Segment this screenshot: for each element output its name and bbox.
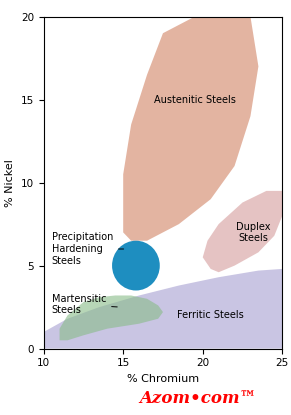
Polygon shape (44, 269, 282, 349)
Text: Duplex
Steels: Duplex Steels (236, 222, 271, 243)
Text: Azom•com™: Azom•com™ (139, 390, 256, 407)
Polygon shape (203, 191, 282, 272)
Polygon shape (123, 17, 258, 241)
X-axis label: % Chromium: % Chromium (127, 374, 199, 384)
Circle shape (112, 241, 160, 290)
Text: Ferritic Steels: Ferritic Steels (177, 310, 244, 320)
Polygon shape (60, 295, 163, 340)
Y-axis label: % Nickel: % Nickel (5, 159, 15, 207)
Text: Martensitic
Steels: Martensitic Steels (52, 294, 117, 315)
Text: Precipitation
Hardening
Steels: Precipitation Hardening Steels (52, 232, 124, 266)
Text: Austenitic Steels: Austenitic Steels (154, 95, 236, 105)
